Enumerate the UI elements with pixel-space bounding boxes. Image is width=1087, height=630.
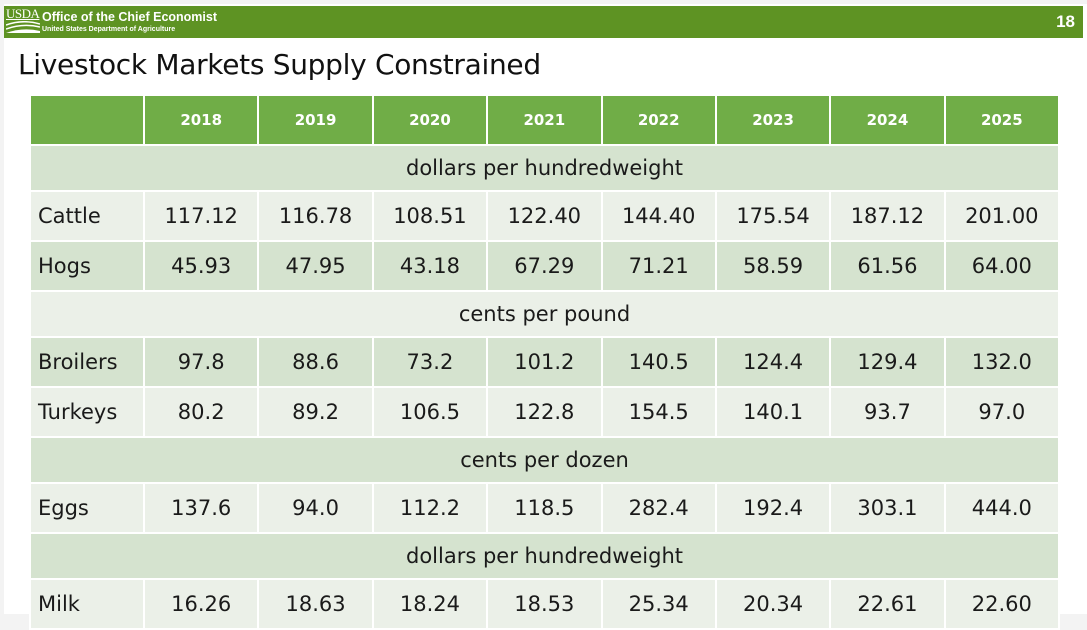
year-header: 2022	[600, 94, 717, 146]
value-cell: 108.51	[371, 190, 489, 242]
table-row-turkeys: Turkeys 80.2 89.2 106.5 122.8 154.5 140.1 93.7 9…	[29, 386, 1061, 438]
value-cell: 88.6	[257, 336, 374, 388]
unit-label: cents per dozen	[29, 436, 1060, 484]
row-label: Eggs	[29, 482, 145, 534]
value-cell: 22.61	[829, 578, 946, 630]
unit-row: cents per dozen	[29, 436, 1060, 484]
value-cell: 117.12	[142, 190, 260, 242]
value-cell: 18.63	[257, 578, 374, 630]
usda-hills-icon	[6, 21, 40, 33]
unit-row: dollars per hundredweight	[29, 532, 1060, 580]
row-label: Milk	[29, 578, 145, 630]
page-number: 18	[1056, 12, 1075, 31]
value-cell: 154.5	[600, 386, 717, 438]
price-table: 2018 2019 2020 2021 2022 2023 2024 2025 …	[29, 94, 1061, 630]
value-cell: 71.21	[600, 240, 717, 292]
table-row-eggs: Eggs 137.6 94.0 112.2 118.5 282.4 192.4 303.1 44…	[29, 482, 1061, 534]
table-row-hogs: Hogs 45.93 47.95 43.18 67.29 71.21 58.59 61.56 6…	[29, 240, 1061, 292]
year-header: 2018	[142, 94, 260, 146]
department-name: United States Department of Agriculture	[42, 26, 176, 33]
page-title: Livestock Markets Supply Constrained	[18, 48, 541, 81]
value-cell: 129.4	[829, 336, 946, 388]
row-label: Broilers	[29, 336, 145, 388]
value-cell: 122.8	[486, 386, 603, 438]
row-label: Hogs	[29, 240, 145, 292]
value-cell: 124.4	[714, 336, 832, 388]
value-cell: 282.4	[600, 482, 717, 534]
value-cell: 122.40	[486, 190, 603, 242]
value-cell: 137.6	[142, 482, 260, 534]
value-cell: 16.26	[142, 578, 260, 630]
value-cell: 118.5	[486, 482, 603, 534]
year-header: 2019	[257, 94, 374, 146]
value-cell: 73.2	[371, 336, 489, 388]
unit-label: cents per pound	[29, 290, 1060, 338]
value-cell: 67.29	[486, 240, 603, 292]
value-cell: 192.4	[714, 482, 832, 534]
value-cell: 303.1	[829, 482, 946, 534]
value-cell: 94.0	[257, 482, 374, 534]
row-label: Turkeys	[29, 386, 145, 438]
value-cell: 43.18	[371, 240, 489, 292]
value-cell: 18.53	[486, 578, 603, 630]
usda-logo: USDA	[6, 6, 42, 34]
value-cell: 22.60	[943, 578, 1061, 630]
year-header: 2024	[829, 94, 946, 146]
value-cell: 45.93	[142, 240, 260, 292]
value-cell: 97.0	[943, 386, 1061, 438]
table-row-cattle: Cattle 117.12 116.78 108.51 122.40 144.40 175.…	[29, 190, 1061, 242]
value-cell: 64.00	[943, 240, 1061, 292]
value-cell: 97.8	[142, 336, 260, 388]
usda-logo-text: USDA	[6, 6, 40, 21]
office-name: Office of the Chief Economist	[42, 10, 218, 24]
value-cell: 116.78	[257, 190, 374, 242]
table-row-milk: Milk 16.26 18.63 18.24 18.53 25.34 20.34 22.61 2…	[29, 578, 1061, 630]
value-cell: 106.5	[371, 386, 489, 438]
value-cell: 101.2	[486, 336, 603, 388]
table-header-row: 2018 2019 2020 2021 2022 2023 2024 2025	[29, 94, 1061, 146]
table-row-broilers: Broilers 97.8 88.6 73.2 101.2 140.5 124.4 129.4…	[29, 336, 1061, 388]
value-cell: 47.95	[257, 240, 374, 292]
value-cell: 140.1	[714, 386, 832, 438]
header-banner: USDA Office of the Chief Economist Unite…	[4, 6, 1083, 38]
unit-row: cents per pound	[29, 290, 1060, 338]
value-cell: 132.0	[943, 336, 1061, 388]
value-cell: 25.34	[600, 578, 717, 630]
year-header: 2021	[486, 94, 603, 146]
value-cell: 58.59	[714, 240, 832, 292]
year-header: 2025	[943, 94, 1061, 146]
year-header: 2020	[371, 94, 489, 146]
value-cell: 444.0	[943, 482, 1061, 534]
value-cell: 20.34	[714, 578, 832, 630]
value-cell: 112.2	[371, 482, 489, 534]
value-cell: 140.5	[600, 336, 717, 388]
unit-label: dollars per hundredweight	[29, 144, 1060, 192]
header-corner	[29, 94, 145, 146]
unit-label: dollars per hundredweight	[29, 532, 1060, 580]
year-header: 2023	[714, 94, 832, 146]
value-cell: 80.2	[142, 386, 260, 438]
value-cell: 175.54	[714, 190, 832, 242]
value-cell: 89.2	[257, 386, 374, 438]
row-label: Cattle	[29, 190, 145, 242]
unit-row: dollars per hundredweight	[29, 144, 1060, 192]
value-cell: 201.00	[943, 190, 1061, 242]
value-cell: 187.12	[829, 190, 946, 242]
value-cell: 61.56	[829, 240, 946, 292]
value-cell: 18.24	[371, 578, 489, 630]
value-cell: 93.7	[829, 386, 946, 438]
value-cell: 144.40	[600, 190, 717, 242]
